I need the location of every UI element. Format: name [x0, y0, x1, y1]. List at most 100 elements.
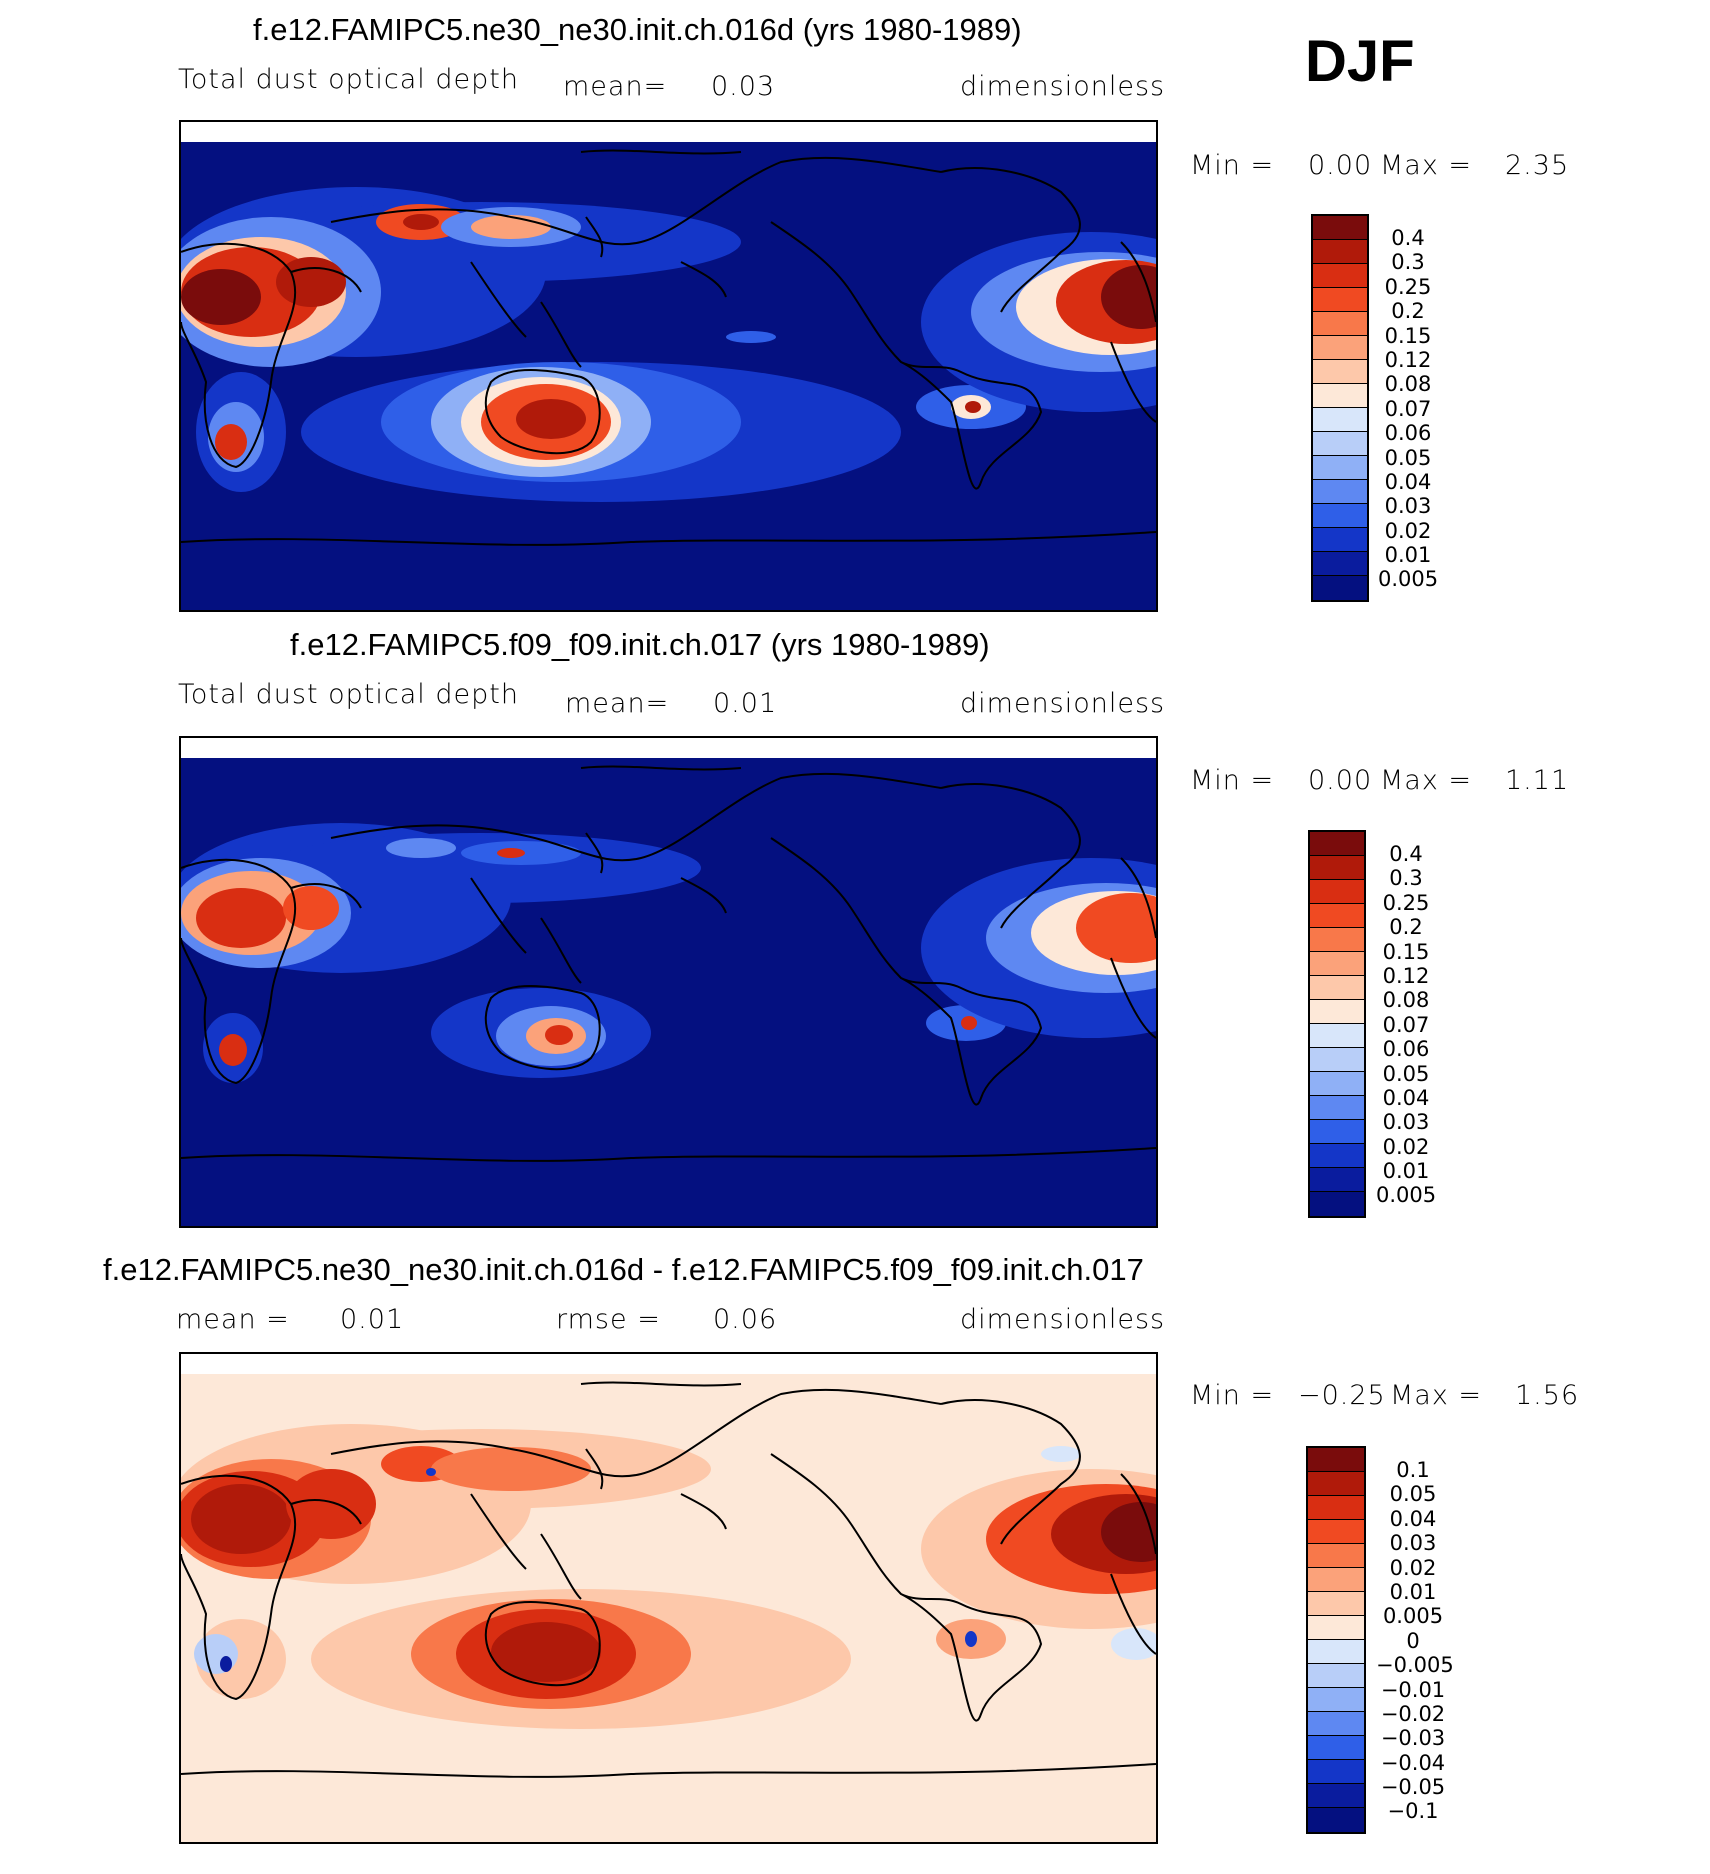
colorbar-tick-label: 0.25 [1382, 890, 1430, 915]
colorbar-tick-label: 0.12 [1384, 347, 1432, 372]
panel2-colorbar [1308, 830, 1366, 1218]
colorbar-tick-label: 0.005 [1378, 567, 1439, 592]
colorbar-tick-label: 0.005 [1376, 1183, 1437, 1208]
colorbar-swatch [1313, 576, 1367, 600]
colorbar-tick-label: 0.04 [1382, 1085, 1430, 1110]
panel2-max-label: Max = [1380, 765, 1473, 796]
colorbar-tick-label: 0.12 [1382, 963, 1430, 988]
colorbar-tick-label: 0.01 [1389, 1579, 1437, 1604]
colorbar-swatch [1310, 1168, 1364, 1192]
panel3-colorbar-labels: 0.1 0.05 0.04 0.03 0.02 0.01 0.005 0 −0.005 −0.01… [1376, 1458, 1454, 1824]
panel2-title: f.e12.FAMIPC5.f09_f09.init.ch.017 (yrs 1… [290, 627, 990, 662]
colorbar-tick-label: −0.04 [1380, 1750, 1446, 1775]
panel3-mean-value: 0.01 [340, 1304, 405, 1335]
panel2-map-svg [181, 738, 1156, 1226]
panel3-rmse-value: 0.06 [713, 1304, 778, 1335]
colorbar-tick-label: 0.005 [1382, 1604, 1444, 1629]
colorbar-swatch [1310, 1120, 1364, 1144]
colorbar-swatch [1313, 288, 1367, 312]
colorbar-tick-label: 0.03 [1382, 1110, 1430, 1135]
panel2-min-value: 0.00 [1308, 765, 1373, 796]
colorbar-swatch [1308, 1712, 1364, 1736]
colorbar-tick-label: 0.4 [1391, 226, 1425, 250]
colorbar-tick-label: 0.05 [1384, 445, 1432, 470]
colorbar-tick-label: −0.03 [1380, 1726, 1446, 1751]
colorbar-swatch [1308, 1664, 1364, 1688]
panel1-max-label: Max = [1380, 150, 1473, 181]
colorbar-tick-label: 0.08 [1382, 988, 1430, 1013]
colorbar-tick-label: 0.05 [1382, 1061, 1430, 1086]
panel3-map [179, 1352, 1158, 1844]
colorbar-swatch [1308, 1520, 1364, 1544]
panel2-min-label: Min = [1190, 765, 1275, 796]
colorbar-tick-label: 0.08 [1384, 372, 1432, 397]
colorbar-swatch [1308, 1616, 1364, 1640]
panel1-mean-label: mean= [563, 71, 668, 102]
colorbar-tick-label: 0.3 [1391, 250, 1425, 275]
colorbar-swatch [1310, 1192, 1364, 1216]
colorbar-swatch [1308, 1568, 1364, 1592]
colorbar-swatch [1308, 1544, 1364, 1568]
panel1-map-svg [181, 122, 1156, 610]
colorbar-swatch [1313, 480, 1367, 504]
colorbar-tick-label: 0.03 [1384, 494, 1432, 519]
colorbar-swatch [1310, 1096, 1364, 1120]
panel3-map-svg [181, 1354, 1156, 1842]
colorbar-swatch [1310, 1000, 1364, 1024]
panel1-title: f.e12.FAMIPC5.ne30_ne30.init.ch.016d (yr… [253, 12, 1022, 47]
colorbar-tick-label: 0.07 [1384, 396, 1432, 421]
panel1-colorbar-labels: 0.4 0.3 0.25 0.2 0.15 0.12 0.08 0.07 0.06 0.05 0.0… [1378, 226, 1438, 592]
panel2-mean-label: mean= [565, 688, 670, 719]
colorbar-tick-label: 0.3 [1389, 866, 1423, 891]
colorbar-tick-label: 0.07 [1382, 1012, 1430, 1037]
panel3-mean-label: mean = [176, 1304, 290, 1335]
colorbar-tick-label: 0.01 [1384, 543, 1432, 568]
colorbar-tick-label: −0.02 [1380, 1701, 1446, 1726]
colorbar-swatch [1310, 1024, 1364, 1048]
panel3-max-label: Max = [1390, 1380, 1483, 1411]
panel3-min-label: Min = [1190, 1380, 1275, 1411]
panel1-mean-value: 0.03 [711, 71, 776, 102]
colorbar-swatch [1308, 1760, 1364, 1784]
colorbar-swatch [1308, 1640, 1364, 1664]
colorbar-tick-label: −0.05 [1380, 1775, 1446, 1800]
colorbar-tick-label: 0.25 [1384, 274, 1432, 299]
colorbar-swatch [1313, 552, 1367, 576]
colorbar-tick-label: 0.04 [1384, 469, 1432, 494]
panel1-max-value: 2.35 [1505, 150, 1570, 181]
colorbar-swatch [1313, 432, 1367, 456]
colorbar-swatch [1313, 264, 1367, 288]
panel3-rmse-label: rmse = [556, 1304, 661, 1335]
colorbar-swatch [1308, 1472, 1364, 1496]
colorbar-swatch [1313, 384, 1367, 408]
colorbar-swatch [1313, 456, 1367, 480]
colorbar-swatch [1313, 360, 1367, 384]
panel3-units: dimensionless [960, 1304, 1166, 1335]
season-label: DJF [1305, 29, 1415, 94]
colorbar-tick-label: 0.05 [1389, 1482, 1437, 1507]
colorbar-tick-label: 0.2 [1391, 299, 1425, 324]
colorbar-tick-label: 0.04 [1389, 1506, 1437, 1531]
colorbar-swatch [1310, 832, 1364, 856]
colorbar-swatch [1310, 1048, 1364, 1072]
colorbar-tick-label: 0.06 [1382, 1037, 1430, 1062]
colorbar-swatch [1308, 1448, 1364, 1472]
colorbar-swatch [1308, 1592, 1364, 1616]
colorbar-tick-label: 0.2 [1389, 915, 1423, 940]
panel3-title: f.e12.FAMIPC5.ne30_ne30.init.ch.016d - f… [103, 1252, 1144, 1287]
colorbar-swatch [1313, 240, 1367, 264]
colorbar-tick-label: 0.02 [1384, 518, 1432, 543]
panel1-variable: Total dust optical depth [178, 64, 519, 95]
colorbar-tick-label: 0.4 [1389, 842, 1423, 866]
panel1-colorbar [1311, 214, 1369, 602]
colorbar-tick-label: 0 [1406, 1628, 1420, 1653]
colorbar-swatch [1310, 880, 1364, 904]
colorbar-swatch [1313, 504, 1367, 528]
panel2-colorbar-labels: 0.4 0.3 0.25 0.2 0.15 0.12 0.08 0.07 0.06 0.05 0.0… [1376, 842, 1436, 1208]
colorbar-swatch [1308, 1784, 1364, 1808]
panel1-min-value: 0.00 [1308, 150, 1373, 181]
colorbar-tick-label: −0.01 [1380, 1677, 1446, 1702]
colorbar-tick-label: 0.02 [1389, 1555, 1437, 1580]
colorbar-swatch [1310, 952, 1364, 976]
colorbar-swatch [1308, 1496, 1364, 1520]
